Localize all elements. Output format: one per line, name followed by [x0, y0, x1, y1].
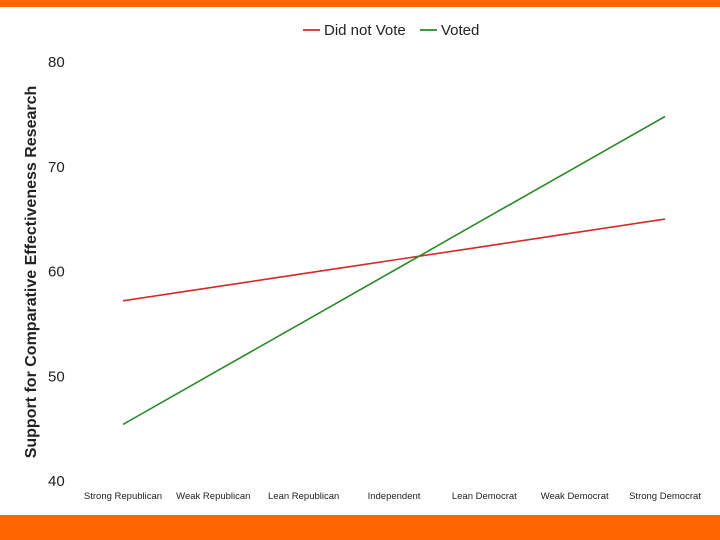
- series-line-did-not-vote: [122, 218, 666, 302]
- x-tick-label: Lean Republican: [268, 491, 339, 502]
- series-line-voted: [122, 115, 666, 426]
- y-tick-label: 40: [48, 473, 65, 490]
- x-tick-group: Strong Republican Weak Republican Lean Rep…: [84, 491, 701, 502]
- legend: Did not Vote Voted: [303, 22, 479, 39]
- x-tick-label: Weak Democrat: [541, 491, 609, 502]
- bottom-accent-bar: [0, 515, 720, 540]
- x-tick-label: Strong Republican: [84, 491, 162, 502]
- y-tick-label: 50: [48, 368, 65, 385]
- x-tick-label: Strong Democrat: [629, 491, 701, 502]
- y-tick-label: 80: [48, 54, 65, 71]
- y-tick-label: 70: [48, 159, 65, 176]
- y-tick-group: 40 50 60 70 80: [48, 54, 65, 490]
- legend-label: Voted: [441, 22, 479, 39]
- top-accent-bar: [0, 0, 720, 7]
- series-lines: [122, 115, 666, 426]
- y-axis-label: Support for Comparative Effectiveness Re…: [23, 86, 40, 459]
- x-tick-label: Independent: [368, 491, 421, 502]
- y-tick-label: 60: [48, 264, 65, 281]
- x-tick-label: Lean Democrat: [452, 491, 517, 502]
- x-tick-label: Weak Republican: [176, 491, 250, 502]
- legend-label: Did not Vote: [324, 22, 406, 39]
